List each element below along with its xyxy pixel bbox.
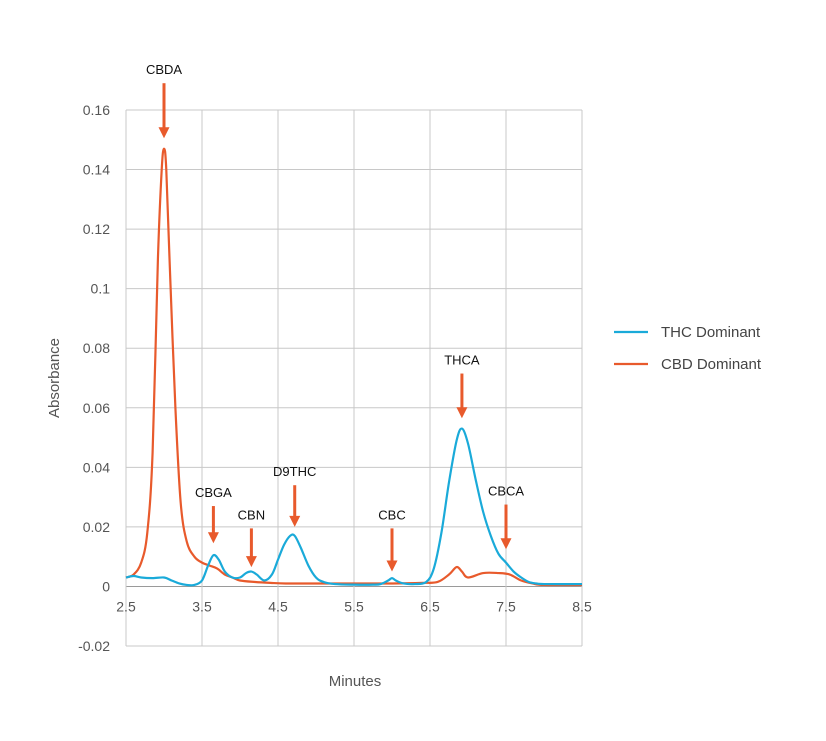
x-tick-label: 2.5 xyxy=(116,598,136,614)
y-tick-label: 0.12 xyxy=(83,221,110,237)
peak-annotations: CBDA CBGA CBN D9THC CBC THCA CBCA xyxy=(146,62,524,572)
annotation-label-thca: THCA xyxy=(444,353,480,368)
annotation-label-cbn: CBN xyxy=(238,507,265,522)
annotation-arrow-head xyxy=(207,532,219,544)
y-tick-label: 0 xyxy=(102,578,110,594)
y-tick-label: -0.02 xyxy=(78,638,110,654)
y-tick-label: 0.08 xyxy=(83,340,110,356)
annotation-arrow-head xyxy=(289,515,301,527)
annotation-arrow-head xyxy=(386,560,398,572)
x-tick-label: 8.5 xyxy=(572,598,592,614)
y-tick-label: 0.04 xyxy=(83,459,110,475)
y-tick-label: 0.16 xyxy=(83,102,110,118)
annotation-label-cbga: CBGA xyxy=(195,485,232,500)
annotation-arrow-head xyxy=(456,407,468,419)
annotation-label-d9thc: D9THC xyxy=(273,464,316,479)
annotation-arrow-head xyxy=(245,556,257,568)
y-tick-label: 0.1 xyxy=(91,281,111,297)
annotation-arrow-head xyxy=(158,127,170,139)
x-tick-label: 5.5 xyxy=(344,598,364,614)
y-tick-label: 0.14 xyxy=(83,162,110,178)
x-tick-label: 7.5 xyxy=(496,598,516,614)
x-tick-labels: 2.5 3.5 4.5 5.5 6.5 7.5 8.5 xyxy=(116,598,592,614)
x-tick-label: 6.5 xyxy=(420,598,440,614)
x-tick-label: 4.5 xyxy=(268,598,288,614)
gridlines xyxy=(125,109,583,647)
x-tick-label: 3.5 xyxy=(192,598,212,614)
y-tick-label: 0.06 xyxy=(83,400,110,416)
legend-label-cbd-dominant: CBD Dominant xyxy=(661,356,762,373)
x-axis-title: Minutes xyxy=(329,673,382,690)
thc-dominant-line xyxy=(125,427,583,587)
annotation-label-cbda: CBDA xyxy=(146,62,182,77)
legend: THC Dominant CBD Dominant xyxy=(614,324,762,373)
y-tick-label: 0.02 xyxy=(83,519,110,535)
series-lines xyxy=(125,147,583,587)
annotation-label-cbca: CBCA xyxy=(488,484,524,499)
y-axis-title: Absorbance xyxy=(46,338,63,418)
y-tick-labels: -0.02 0 0.02 0.04 0.06 0.08 0.1 0.12 0.14 0.16 xyxy=(78,102,110,654)
legend-label-thc-dominant: THC Dominant xyxy=(661,324,761,341)
annotation-arrow-head xyxy=(500,538,512,550)
annotation-label-cbc: CBC xyxy=(378,507,405,522)
